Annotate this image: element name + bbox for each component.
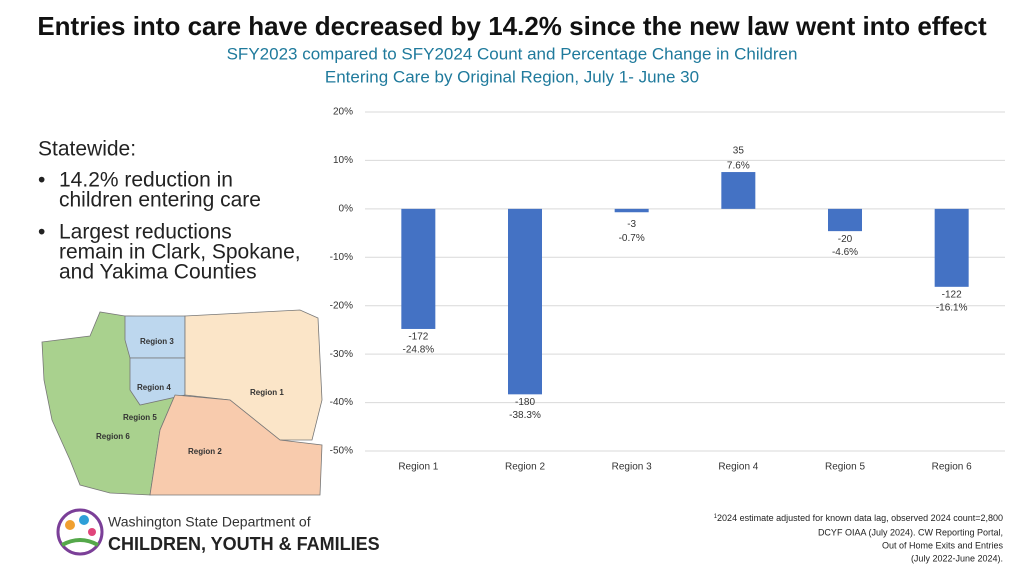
map-label: Region 4 (137, 383, 171, 392)
logo-line2: CHILDREN, YOUTH & FAMILIES (108, 534, 380, 554)
logo-line1: Washington State Department of (108, 514, 311, 530)
chart: 20% 10% 0% -10% -20% -30% -40% -50% Region 1 -172… (330, 107, 1005, 473)
bullet-text: Largest reductions (59, 221, 232, 244)
bar (934, 208, 969, 287)
y-tick-label: -50% (330, 446, 353, 457)
data-label-count: -122 (942, 289, 962, 300)
bullet: • (38, 221, 45, 244)
data-label: -4.6% (832, 247, 858, 258)
bullet: • (38, 169, 45, 192)
bar (721, 172, 756, 209)
footnote: (July 2022-June 2024). (911, 553, 1003, 563)
data-label-count: -180 (515, 397, 535, 408)
map-label: Region 5 (123, 413, 157, 422)
y-tick-label: -10% (330, 252, 353, 263)
bullet-text: remain in Clark, Spokane, (59, 241, 301, 264)
footnote-marker: 1 (714, 514, 718, 520)
y-tick-label: 20% (333, 107, 353, 118)
x-tick-label: Region 3 (612, 462, 652, 473)
data-label: -24.8% (402, 345, 434, 356)
data-label-count: -3 (627, 219, 636, 230)
footnote: Out of Home Exits and Entries (882, 540, 1004, 550)
summary-heading: Statewide: (38, 138, 136, 161)
x-tick-label: Region 2 (505, 462, 545, 473)
data-label: -16.1% (936, 302, 968, 313)
map-label: Region 1 (250, 388, 284, 397)
footnote-text: 2024 estimate adjusted for known data la… (717, 513, 1003, 523)
x-tick-label: Region 4 (718, 462, 758, 473)
y-tick-label: 10% (333, 155, 353, 166)
title: Entries into care have decreased by 14.2… (37, 11, 987, 41)
footnote: 12024 estimate adjusted for known data l… (714, 513, 1003, 523)
y-tick-label: 0% (339, 203, 354, 214)
bar (614, 208, 649, 213)
map-label: Region 2 (188, 447, 222, 456)
map-region2 (149, 394, 323, 496)
x-tick-label: Region 5 (825, 462, 865, 473)
data-label: -0.7% (619, 233, 645, 244)
data-label-count: -172 (408, 332, 428, 343)
map-label: Region 6 (96, 432, 130, 441)
data-label-count: 35 (733, 146, 745, 157)
logo-icon (56, 508, 104, 556)
y-tick-label: -20% (330, 300, 353, 311)
bullet-text: and Yakima Counties (59, 261, 257, 284)
x-tick-label: Region 1 (398, 462, 438, 473)
subtitle: SFY2023 compared to SFY2024 Count and Pe… (227, 44, 798, 63)
bullet-text: children entering care (59, 189, 261, 212)
bar (401, 208, 436, 329)
y-tick-label: -30% (330, 349, 353, 360)
bar (508, 208, 542, 395)
map-region1 (184, 309, 323, 441)
data-label-count: -20 (838, 234, 853, 245)
data-label: -38.3% (509, 410, 541, 421)
map-region4 (129, 357, 186, 406)
data-label: 7.6% (727, 161, 750, 172)
bar (828, 208, 862, 232)
subtitle: Entering Care by Original Region, July 1… (325, 67, 699, 86)
map (41, 309, 323, 496)
footnote: DCYF OIAA (July 2024). CW Reporting Port… (818, 527, 1003, 537)
x-tick-label: Region 6 (932, 462, 972, 473)
y-tick-label: -40% (330, 397, 353, 408)
map-label: Region 3 (140, 337, 174, 346)
bullet-text: 14.2% reduction in (59, 169, 233, 192)
